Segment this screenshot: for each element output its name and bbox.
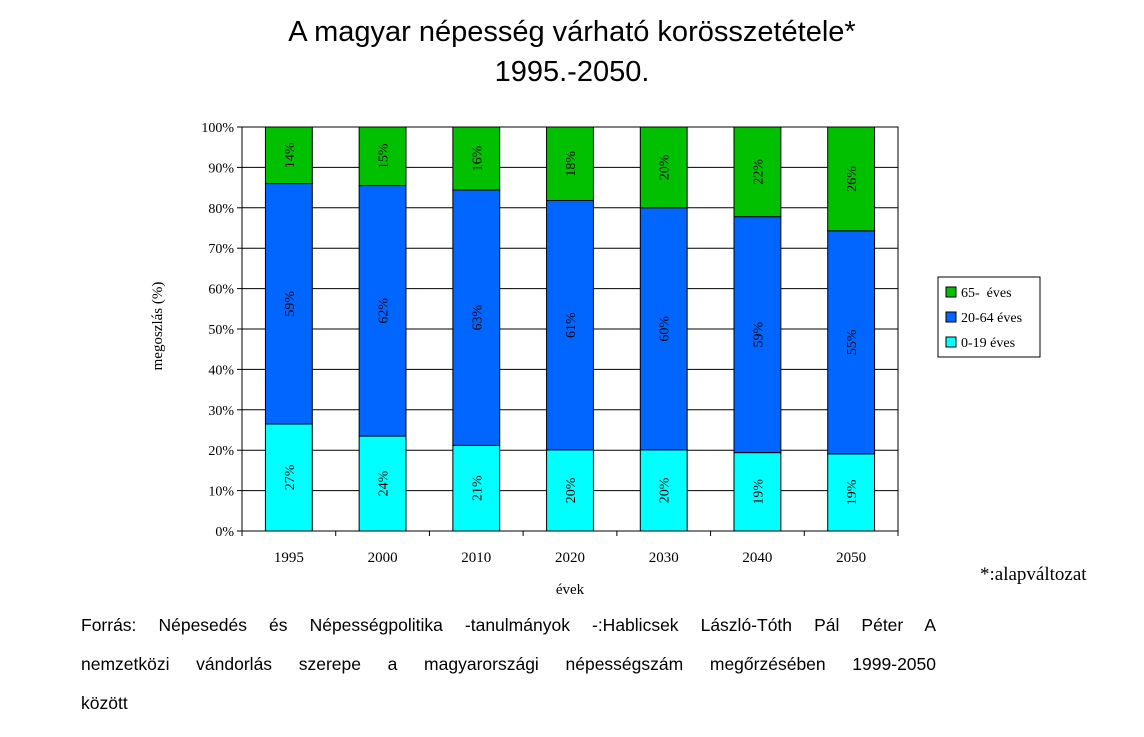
y-tick-label: 100% [201, 121, 234, 136]
x-tick-label: 2010 [461, 550, 491, 566]
data-label: 20% [658, 477, 673, 503]
data-label: 27% [283, 464, 298, 490]
data-label: 19% [751, 479, 766, 505]
x-tick-label: 2040 [742, 550, 772, 566]
data-label: 62% [377, 298, 392, 324]
bar-segment [452, 189, 501, 446]
data-label: 60% [658, 316, 673, 342]
data-label: 59% [751, 321, 766, 347]
bar-segment [546, 126, 594, 202]
data-label: 14% [283, 142, 298, 168]
axes: 0% 10% 20% 30% 40% 50% 60% 70% 80% 90% 100% 1995 200… [201, 121, 899, 566]
x-axis-label: évek [556, 582, 585, 598]
x-tick-label: 2050 [836, 550, 866, 566]
bar-segment [264, 126, 313, 185]
legend-swatch [945, 286, 957, 298]
data-label: 18% [564, 151, 579, 177]
data-label: 15% [377, 143, 392, 169]
data-label: 20% [564, 477, 579, 503]
source-line-3: között [81, 693, 128, 713]
footnote: *:alapváltozat [980, 564, 1087, 585]
data-label: 16% [470, 145, 485, 171]
data-label: 20% [658, 154, 673, 180]
data-label: 55% [845, 329, 860, 355]
y-axis-label: megoszlás (%) [150, 282, 166, 371]
source-line-2: nemzetközi vándorlás szerepe a magyarors… [81, 654, 936, 674]
y-tick-label: 60% [208, 283, 234, 298]
data-label: 61% [564, 312, 579, 338]
data-label: 59% [283, 291, 298, 317]
source-line-1: Forrás: Népesedés és Népességpolitika -t… [81, 615, 936, 635]
legend-label: 20-64 éves [961, 311, 1022, 326]
y-tick-label: 10% [208, 485, 234, 500]
data-label: 24% [377, 470, 392, 496]
bar-segment [546, 449, 594, 532]
bar-segment [733, 452, 782, 532]
y-tick-label: 30% [208, 404, 234, 419]
x-tick-label: 2030 [649, 550, 679, 566]
y-tick-label: 90% [208, 161, 234, 176]
bars: 27% 59% 14% 24% 62% 15% 21% 63% 16% 20% 61% 18% 20% 6… [264, 126, 876, 532]
bar-segment [733, 126, 782, 218]
bar-segment [264, 183, 313, 425]
legend-label: 65- éves [961, 286, 1012, 301]
x-tick-label: 1995 [274, 550, 304, 566]
x-tick-label: 2020 [555, 550, 585, 566]
bar-segment [827, 453, 876, 532]
data-label: 19% [845, 479, 860, 505]
y-tick-label: 20% [208, 444, 234, 459]
y-tick-label: 70% [208, 242, 234, 257]
data-label: 26% [845, 166, 860, 192]
legend-swatch [945, 336, 957, 348]
legend-swatch [945, 311, 957, 323]
y-tick-label: 40% [208, 363, 234, 378]
data-label: 21% [470, 475, 485, 501]
bar-segment [639, 126, 688, 209]
plot-area [241, 126, 899, 532]
x-tick-label: 2000 [368, 550, 398, 566]
bar-segment [827, 126, 876, 232]
y-tick-label: 0% [215, 525, 234, 540]
bar-segment [733, 216, 782, 454]
legend-label: 0-19 éves [961, 336, 1015, 351]
bar-segment [639, 207, 688, 451]
chart-subtitle: 1995.-2050. [494, 56, 650, 88]
bar-segment [546, 200, 594, 451]
y-tick-label: 50% [208, 323, 234, 338]
chart-title: A magyar népesség várható korösszetétele… [288, 16, 856, 48]
data-label: 63% [470, 305, 485, 331]
bar-segment [452, 126, 501, 191]
bar-segment [358, 185, 407, 437]
legend: 65- éves 20-64 éves 0-19 éves [937, 276, 1041, 358]
bar-segment [358, 126, 407, 187]
y-tick-label: 80% [208, 202, 234, 217]
data-label: 22% [751, 159, 766, 185]
